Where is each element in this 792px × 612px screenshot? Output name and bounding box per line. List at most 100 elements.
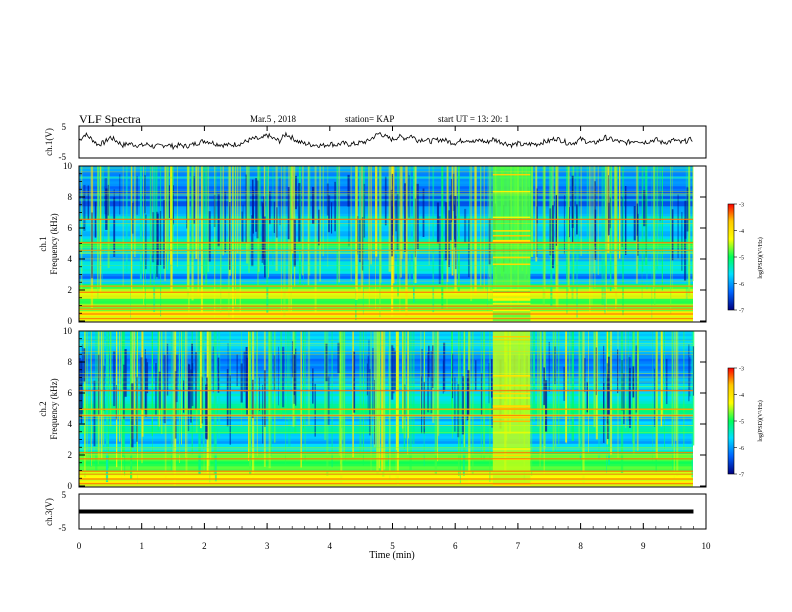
quiet-column — [195, 352, 197, 410]
sferic-column — [483, 166, 485, 292]
quiet-column — [191, 363, 194, 407]
spectrogram-band — [79, 341, 693, 344]
sferic-column — [303, 331, 305, 429]
faint-tonal-line — [79, 223, 693, 224]
quiet-column — [191, 343, 193, 376]
colorbar-tick-label: -6 — [739, 446, 744, 452]
spectrogram-band — [79, 283, 693, 287]
sferic-column — [338, 331, 341, 456]
quiet-column — [159, 210, 162, 266]
colorbar-tick-label: -4 — [739, 229, 744, 235]
spectrogram-band — [79, 391, 693, 394]
quiet-column — [287, 186, 290, 240]
time-axis: 0 1 2 3 4 5 6 7 8 9 10 — [77, 126, 711, 551]
xtick-label: 6 — [453, 541, 458, 551]
quiet-column — [408, 175, 410, 218]
quiet-column — [571, 175, 574, 228]
sferic-column — [195, 166, 198, 259]
sferic-column — [198, 331, 201, 475]
sferic-column — [539, 331, 542, 455]
sferic-column — [565, 331, 568, 444]
spectrogram-band — [79, 476, 693, 479]
sferic-column — [655, 331, 658, 460]
colorbar-tick-label: -5 — [739, 256, 744, 262]
spectrogram-band — [79, 286, 693, 289]
sferic-column — [134, 166, 136, 258]
quiet-column — [273, 355, 276, 391]
sferic-column — [205, 166, 208, 287]
ch1-colorbar: -3 -4 -5 -6 -7 log(PSD)(V²/Hz) — [727, 203, 764, 315]
burst-band-line — [492, 407, 531, 409]
sferic-column — [362, 331, 364, 466]
quiet-column — [144, 175, 146, 214]
quiet-column — [480, 373, 483, 415]
spectrogram-band — [79, 421, 693, 424]
quiet-column — [423, 381, 425, 434]
sferic-column — [593, 331, 596, 428]
sferic-column — [652, 166, 655, 289]
quiet-column — [173, 185, 174, 225]
faint-tonal-line — [79, 454, 693, 456]
quiet-column — [448, 210, 450, 268]
ch1-waveform-ylabel: ch.1(V) — [44, 128, 54, 156]
quiet-column — [436, 202, 440, 244]
spectrogram-band — [79, 238, 693, 242]
quiet-column — [645, 196, 647, 258]
faint-tonal-line — [79, 409, 693, 411]
spectrogram-band — [79, 401, 693, 404]
sferic-column — [285, 331, 286, 465]
quiet-column — [201, 376, 203, 424]
sferic-column — [588, 331, 589, 453]
quiet-column — [681, 211, 683, 271]
tonal-line — [79, 389, 693, 392]
sferic-column — [376, 331, 379, 475]
sferic-column — [343, 331, 346, 466]
spectrogram-band — [79, 351, 693, 354]
tonal-line — [79, 470, 693, 472]
sferic-column — [213, 331, 216, 475]
sferic-column — [203, 166, 205, 276]
quiet-column — [293, 354, 296, 396]
sferic-column — [200, 166, 203, 314]
spectrogram-band — [79, 233, 693, 237]
quiet-column — [688, 344, 690, 402]
sferic-column — [179, 331, 180, 456]
quiet-column — [369, 369, 371, 436]
quiet-column — [404, 384, 406, 418]
sferic-column — [543, 166, 546, 299]
spectrogram-band — [79, 461, 693, 464]
sferic-column — [409, 166, 411, 284]
faint-tonal-line — [79, 258, 693, 260]
quiet-column — [603, 383, 605, 443]
sferic-column — [336, 166, 338, 287]
sferic-column — [191, 166, 192, 261]
quiet-column — [357, 216, 359, 255]
sferic-column — [300, 331, 302, 468]
quiet-column — [554, 346, 556, 385]
sferic-column — [105, 331, 109, 482]
quiet-column — [245, 346, 248, 409]
sferic-column — [157, 331, 159, 431]
sferic-column — [420, 331, 422, 418]
sferic-column — [412, 331, 415, 445]
sferic-column — [489, 331, 491, 482]
spectrogram-band — [79, 253, 693, 257]
quiet-column — [259, 377, 260, 411]
burst-band-line — [492, 336, 531, 338]
quiet-column — [325, 343, 328, 382]
quiet-column — [328, 195, 331, 233]
colorbar-tick-label: -3 — [739, 203, 744, 209]
quiet-column — [80, 360, 83, 424]
faint-tonal-line — [79, 386, 693, 387]
spectrogram-band — [79, 428, 693, 432]
quiet-column — [226, 369, 229, 427]
sferic-column — [598, 331, 601, 460]
sferic-column — [616, 166, 618, 253]
quiet-column — [643, 190, 646, 227]
sferic-column — [652, 331, 653, 462]
tonal-line — [79, 218, 693, 221]
quiet-column — [295, 175, 297, 210]
sferic-column — [304, 331, 306, 465]
sferic-column — [197, 166, 200, 297]
spectrogram-band — [79, 423, 693, 427]
